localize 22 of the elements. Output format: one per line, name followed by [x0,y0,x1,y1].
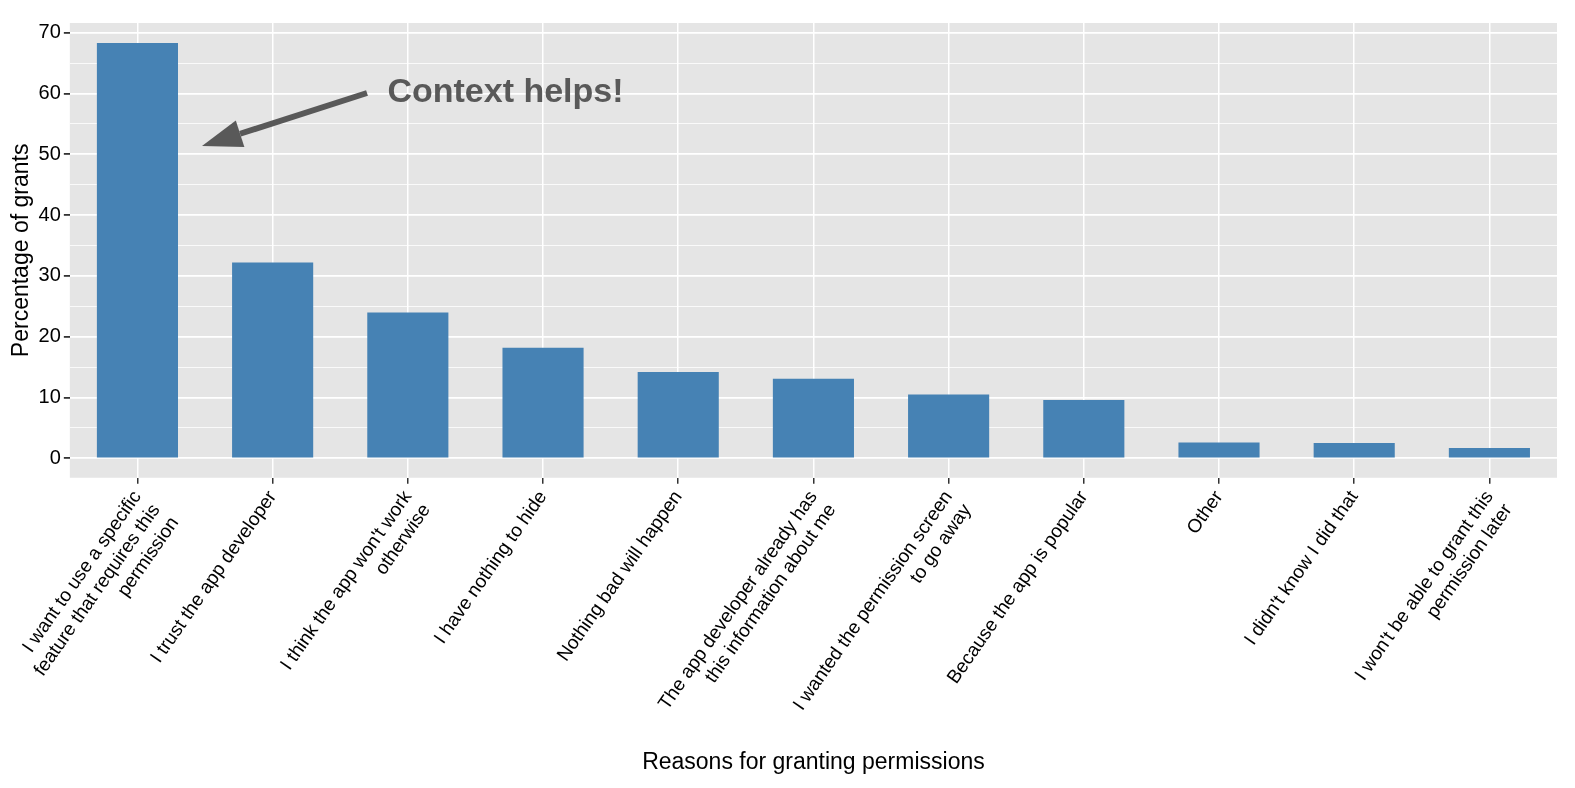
bar [232,262,314,458]
x-axis-title: Reasons for granting permissions [642,747,985,774]
bar [1178,442,1260,458]
bar [96,43,178,458]
y-tick-label: 30 [38,263,61,286]
y-axis-title: Percentage of grants [7,143,34,358]
bar [908,394,990,458]
bar [367,312,449,458]
bar [772,378,854,458]
y-tick-label: 60 [38,81,61,104]
bar [1313,443,1395,458]
bar [502,347,584,458]
y-tick-label: 70 [38,20,61,43]
annotation: Context helps! [387,71,624,110]
y-tick-label: 40 [38,202,61,225]
y-tick-label: 20 [38,324,61,347]
y-tick-label: 0 [49,445,61,468]
bar [1448,447,1530,458]
bar [1043,399,1125,458]
y-tick-label: 10 [38,385,61,408]
y-tick-label: 50 [38,141,61,164]
bar [637,371,719,458]
